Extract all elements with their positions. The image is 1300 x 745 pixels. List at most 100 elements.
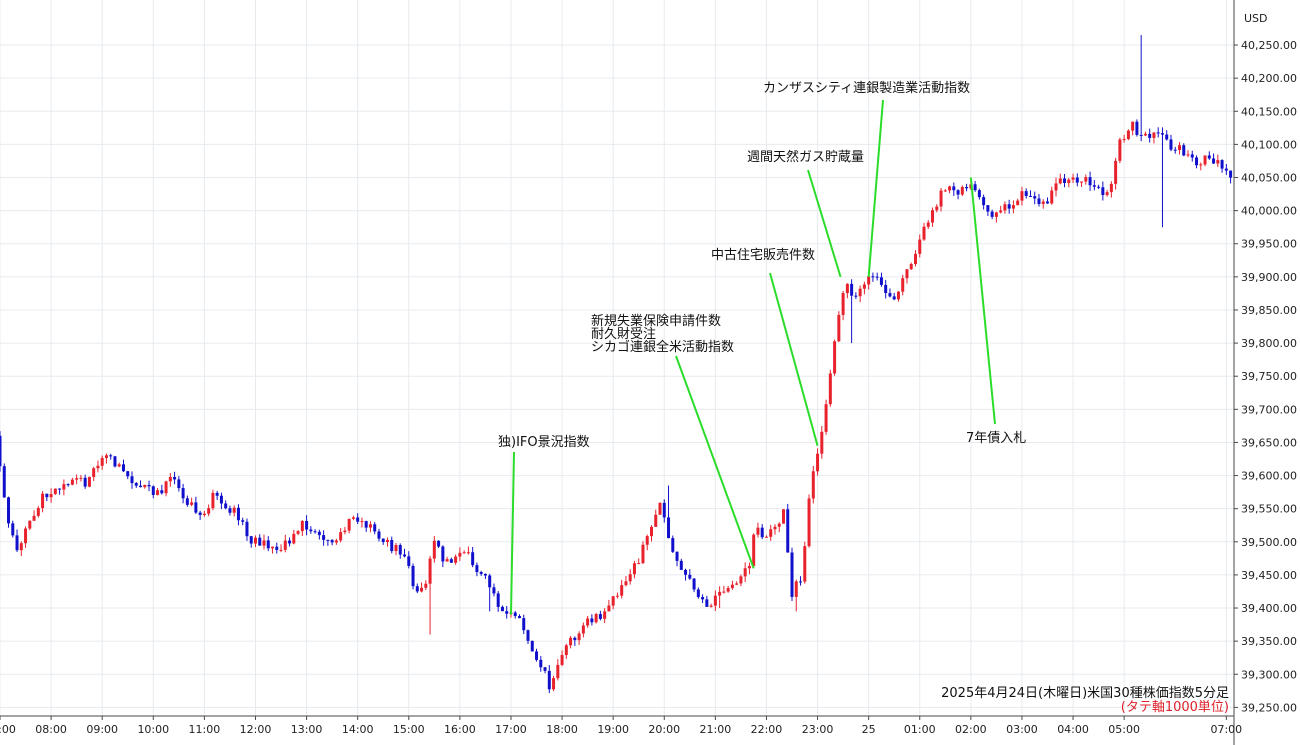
- candle-up: [837, 314, 841, 342]
- candle-up: [1016, 200, 1020, 206]
- candle-up: [368, 524, 372, 528]
- candle-up: [816, 453, 820, 472]
- candle-down: [513, 612, 517, 617]
- candle-down: [1139, 134, 1143, 136]
- time-axis[interactable]: 07:00 08:00 09:00 10:00 11:00 12:00 13:00 14:00…: [0, 716, 1242, 736]
- candle-down: [288, 540, 292, 544]
- candle-up: [53, 488, 57, 495]
- candle-down: [415, 586, 419, 592]
- candle-down: [266, 540, 270, 549]
- candle-down: [475, 565, 479, 573]
- candle-down: [356, 517, 360, 522]
- candle-down: [326, 539, 330, 541]
- candle-down: [879, 277, 883, 285]
- candle-down: [1156, 132, 1160, 134]
- candle-down: [888, 293, 892, 297]
- annotation-label: シカゴ連銀全米活動指数: [591, 339, 734, 355]
- candle-up: [918, 239, 922, 254]
- candle-up: [556, 664, 560, 679]
- candle-down: [147, 484, 151, 487]
- x-tick-label: 21:00: [700, 723, 732, 736]
- candle-up: [262, 540, 266, 546]
- chart-caption-note: (タテ軸1000単位): [1121, 699, 1229, 715]
- candle-up: [901, 278, 905, 292]
- candle-up: [841, 293, 845, 315]
- candle-up: [1122, 139, 1126, 141]
- candle-down: [228, 508, 232, 513]
- candle-up: [79, 477, 83, 479]
- candle-down: [799, 581, 803, 583]
- candle-up: [1109, 183, 1113, 193]
- candle-down: [952, 186, 956, 191]
- candle-down: [1212, 158, 1216, 164]
- x-tick-label: 25: [862, 723, 876, 736]
- candle-up: [730, 584, 734, 589]
- candle-up: [586, 618, 590, 626]
- candle-down: [381, 538, 385, 543]
- y-tick-label: 39,450.00: [1241, 569, 1297, 582]
- y-tick-label: 39,500.00: [1241, 536, 1297, 549]
- price-axis[interactable]: 40,250.00 40,200.00 40,150.00 40,100.00 40,0…: [1234, 39, 1297, 714]
- candle-down: [1063, 178, 1067, 183]
- x-tick-label: 01:00: [904, 723, 936, 736]
- candle-down: [160, 490, 164, 494]
- annotation-leader: [969, 177, 996, 425]
- candle-up: [428, 558, 432, 584]
- candle-down: [1037, 198, 1041, 204]
- candle-down: [790, 552, 794, 597]
- candle-down: [390, 539, 394, 552]
- candle-up: [615, 595, 619, 597]
- candle-down: [884, 284, 888, 294]
- candle-up: [994, 212, 998, 217]
- candle-down: [2, 466, 6, 498]
- candle-down: [1135, 121, 1139, 135]
- candle-up: [913, 253, 917, 265]
- candle-up: [202, 513, 206, 516]
- candle-up: [420, 587, 424, 592]
- candle-down: [701, 597, 705, 600]
- annotation-label: 耐久財受注: [591, 327, 656, 342]
- candle-up: [62, 484, 66, 490]
- candle-down: [313, 531, 317, 533]
- candle-down: [1182, 145, 1186, 156]
- candle-up: [560, 655, 564, 665]
- candle-up: [926, 222, 930, 227]
- x-tick-label: 18:00: [546, 723, 578, 736]
- candle-up: [713, 595, 717, 606]
- x-tick-label: 14:00: [342, 723, 374, 736]
- x-tick-label: 20:00: [648, 723, 680, 736]
- candle-down: [479, 572, 483, 574]
- candle-down: [786, 509, 790, 553]
- candle-down: [1190, 154, 1194, 158]
- y-tick-label: 39,800.00: [1241, 337, 1297, 350]
- candle-up: [948, 186, 952, 191]
- candle-up: [628, 574, 632, 582]
- candle-up: [845, 283, 849, 294]
- candle-up: [232, 507, 236, 513]
- candle-up: [645, 536, 649, 545]
- candle-up: [743, 568, 747, 577]
- annotation-label: 中古住宅販売件数: [711, 247, 815, 263]
- candle-down: [1220, 160, 1224, 169]
- candles: [0, 35, 1233, 694]
- candle-down: [185, 498, 189, 505]
- y-tick-label: 40,050.00: [1241, 172, 1297, 185]
- candle-up: [905, 269, 909, 279]
- candle-up: [1011, 205, 1015, 209]
- candle-down: [705, 599, 709, 607]
- candle-up: [943, 190, 947, 192]
- candle-down: [598, 614, 602, 619]
- candle-up: [454, 556, 458, 563]
- candle-up: [722, 591, 726, 593]
- candle-up: [624, 581, 628, 586]
- candle-up: [19, 543, 23, 551]
- candle-up: [922, 226, 926, 240]
- annotation-label: 週間天然ガス貯蔵量: [747, 149, 864, 165]
- x-tick-label: 02:00: [955, 723, 987, 736]
- candle-up: [96, 465, 100, 469]
- candle-down: [441, 546, 445, 562]
- candle-up: [828, 373, 832, 405]
- y-tick-label: 40,100.00: [1241, 138, 1297, 151]
- candle-down: [1075, 177, 1079, 183]
